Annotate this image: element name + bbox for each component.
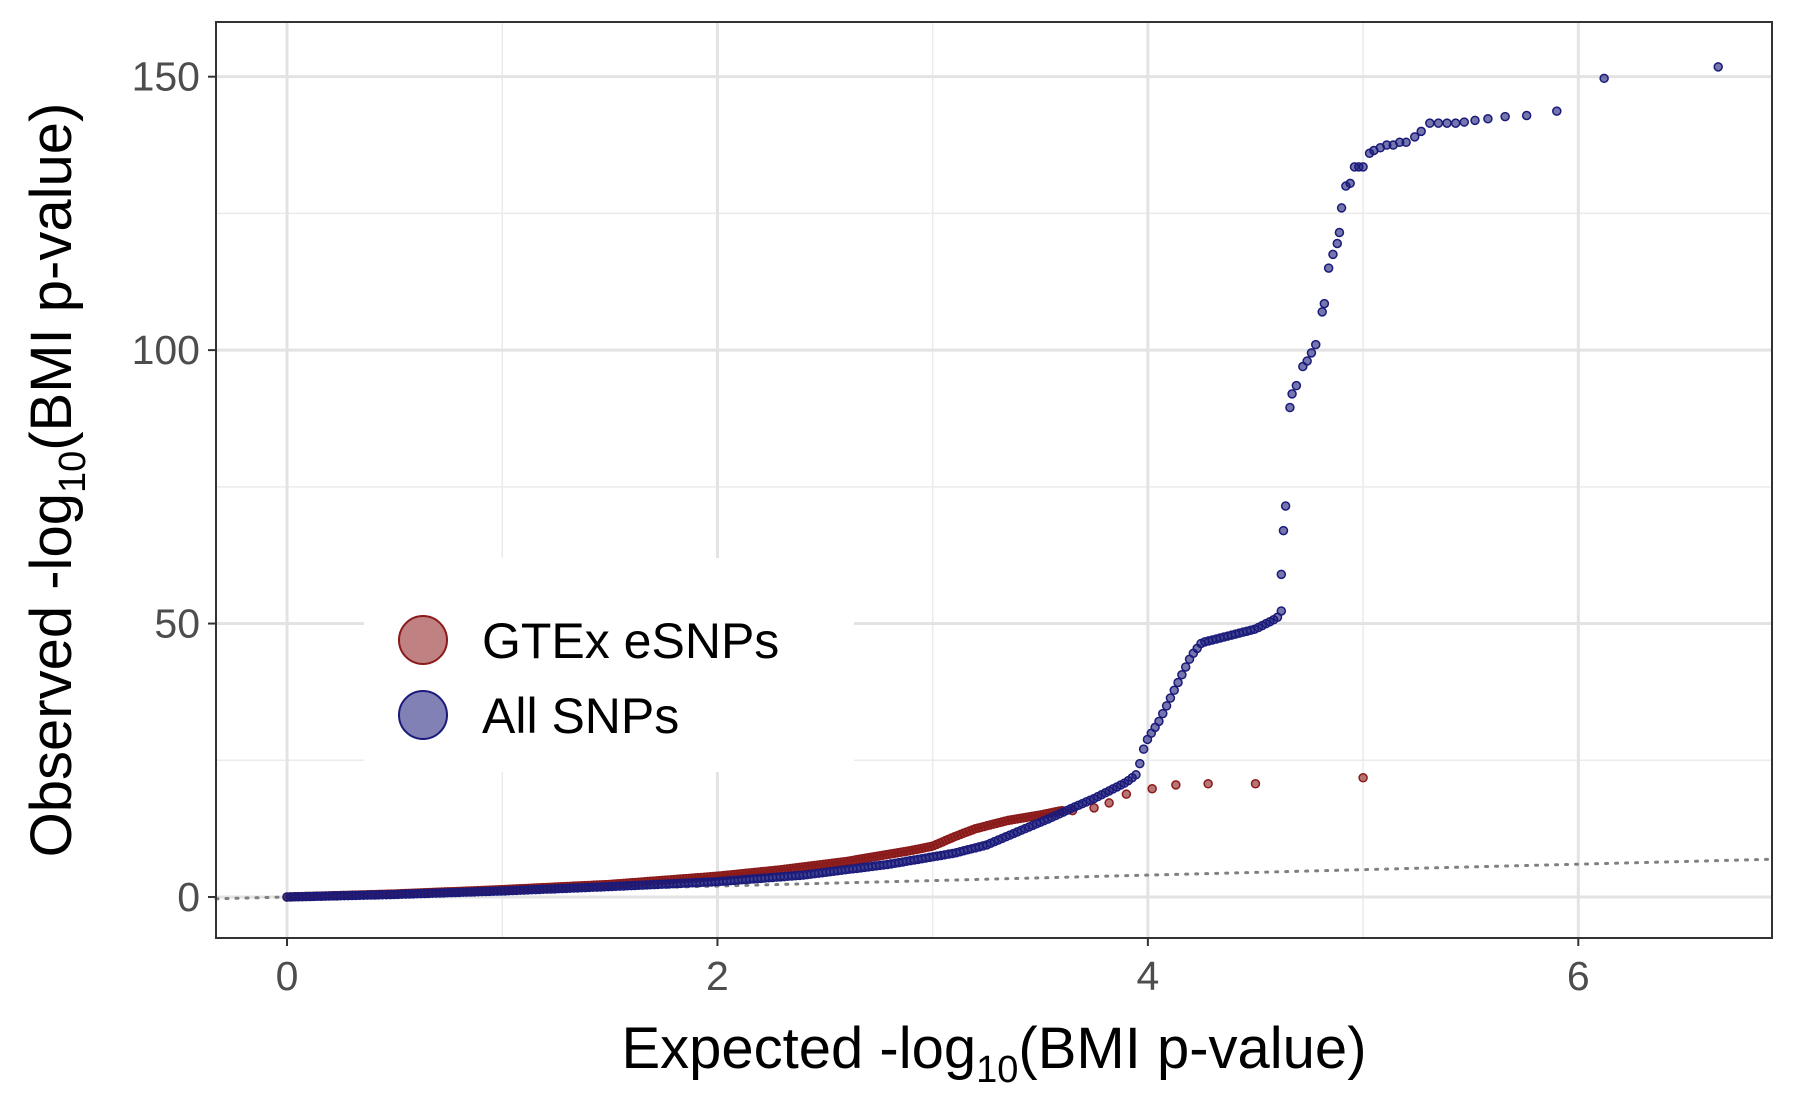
data-point	[1104, 798, 1114, 808]
data-point	[1336, 203, 1347, 213]
legend-key-all-snps	[398, 690, 448, 740]
data-point	[1161, 701, 1172, 711]
data-point	[1345, 178, 1355, 189]
data-point	[1416, 126, 1426, 137]
data-point	[1306, 348, 1317, 358]
data-point	[1552, 106, 1562, 116]
legend: GTEx eSNPs All SNPs	[364, 558, 854, 772]
x-tick-label: 0	[276, 953, 299, 999]
data-point	[1433, 118, 1444, 128]
data-point	[1285, 402, 1295, 413]
data-point	[1459, 117, 1469, 127]
x-axis-title: Expected -log10(BMI p-value)	[621, 1016, 1366, 1091]
legend-label-gtex: GTEx eSNPs	[482, 613, 779, 669]
data-point	[1334, 227, 1345, 238]
data-point	[1500, 111, 1510, 122]
data-point	[1135, 758, 1145, 769]
y-tick-label: 50	[154, 601, 200, 647]
data-point	[1310, 339, 1321, 350]
data-point	[1280, 501, 1291, 511]
data-point	[1169, 685, 1179, 696]
data-point	[1171, 780, 1181, 790]
data-point	[1287, 389, 1297, 399]
series-layer	[282, 62, 1723, 902]
data-point	[1165, 693, 1176, 703]
panel-border	[215, 21, 1773, 939]
x-axis: 0 2 4 6	[276, 938, 1590, 999]
x-tick-label: 4	[1136, 953, 1159, 999]
y-axis-title: Observed -log10(BMI p-value)	[19, 103, 94, 858]
data-point	[1483, 114, 1493, 124]
data-point	[1291, 380, 1302, 391]
data-point	[1177, 669, 1187, 680]
data-point	[1276, 606, 1287, 616]
x-tick-label: 6	[1567, 953, 1590, 999]
data-point	[1276, 569, 1287, 580]
data-point	[1154, 716, 1164, 727]
y-axis: 0 50 100 150	[132, 54, 216, 920]
data-point	[1089, 803, 1099, 813]
data-point	[1450, 118, 1461, 128]
data-point	[1131, 770, 1141, 780]
y-tick-label: 0	[177, 874, 200, 920]
data-point	[1317, 307, 1327, 317]
data-point	[1203, 779, 1213, 789]
data-point	[1323, 263, 1334, 273]
data-point	[1713, 62, 1723, 72]
data-point	[1147, 783, 1157, 794]
data-point	[1278, 525, 1289, 536]
data-point	[1138, 744, 1149, 754]
y-tick-label: 100	[132, 327, 200, 373]
data-point	[1409, 132, 1420, 142]
data-point	[1180, 662, 1191, 672]
data-point	[1521, 110, 1532, 121]
data-point	[1121, 789, 1132, 799]
data-point	[1599, 73, 1609, 84]
data-point	[1250, 779, 1261, 789]
data-point	[1302, 356, 1312, 366]
data-point	[1470, 115, 1480, 126]
data-point	[1425, 118, 1435, 128]
data-point	[1173, 677, 1183, 688]
data-point	[1332, 238, 1343, 249]
series-all-snps	[282, 62, 1723, 902]
data-point	[1158, 708, 1168, 719]
panel-background	[216, 22, 1772, 938]
data-point	[1442, 118, 1452, 128]
data-point	[1319, 298, 1330, 309]
legend-label-all-snps: All SNPs	[482, 688, 679, 744]
legend-background	[364, 558, 854, 772]
data-point	[1401, 137, 1411, 148]
legend-key-gtex	[398, 615, 448, 665]
x-tick-label: 2	[706, 953, 729, 999]
data-point	[1328, 249, 1338, 260]
y-tick-label: 150	[132, 54, 200, 100]
data-point	[1358, 773, 1368, 783]
data-point	[1358, 162, 1368, 172]
